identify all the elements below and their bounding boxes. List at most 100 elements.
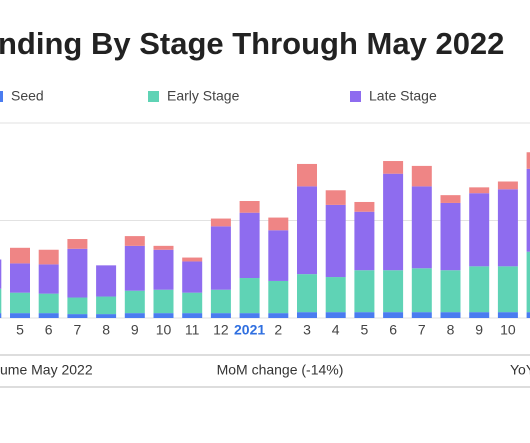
bar-segment	[297, 312, 317, 318]
bar-segment	[96, 265, 117, 297]
bar-segment	[354, 211, 375, 271]
bar-segment	[182, 313, 203, 318]
bar-segment	[383, 312, 404, 318]
bar-segment	[440, 312, 461, 318]
bar-segment	[124, 290, 145, 314]
bar-segment	[182, 292, 203, 314]
bar-segment	[0, 288, 2, 314]
bar-segment	[526, 251, 530, 313]
bar-segment	[526, 168, 530, 252]
bar-segment	[96, 296, 117, 315]
x-tick-label: 8	[102, 322, 110, 338]
bar-segment	[153, 289, 174, 314]
chart-title: nding By Stage Through May 2022	[0, 26, 504, 61]
bar-segment	[210, 313, 231, 318]
bar-segment	[440, 202, 461, 271]
legend-label: Seed	[11, 88, 44, 104]
bar-segment	[469, 193, 490, 267]
x-tick-label: 2021	[234, 322, 265, 338]
x-tick-label: 12	[213, 322, 229, 338]
legend-swatch	[0, 91, 3, 102]
bar-segment	[153, 313, 174, 318]
bar-segment	[239, 201, 260, 213]
bar-segment	[411, 268, 432, 313]
bar-segment	[10, 247, 30, 264]
bar-segment	[383, 161, 404, 174]
bar-segment	[497, 312, 518, 318]
bar-segment	[10, 292, 30, 314]
bar-segment	[354, 201, 375, 212]
footer-left: ume May 2022	[0, 362, 93, 378]
bar-segment	[411, 312, 432, 318]
bar-segment	[38, 293, 59, 314]
bar-segment	[124, 313, 145, 318]
bar-segment	[526, 152, 530, 169]
bar-segment	[239, 278, 260, 314]
bar-segment	[210, 289, 231, 314]
x-tick-label: 10	[500, 322, 516, 338]
bar-segment	[268, 230, 289, 281]
x-tick-label: 9	[131, 322, 139, 338]
bar-segment	[153, 245, 174, 250]
bar-segment	[325, 204, 346, 278]
bar-segment	[182, 257, 203, 262]
bar-segment	[497, 266, 518, 313]
bar-segment	[67, 248, 88, 298]
bar-segment	[325, 277, 346, 313]
bar-segment	[297, 163, 317, 187]
bar-segment	[440, 270, 461, 313]
x-tick-label: 11	[185, 322, 200, 338]
bar-segment	[67, 314, 88, 318]
bar-segment	[0, 259, 2, 289]
x-tick-label: 8	[447, 322, 455, 338]
bar-segment	[38, 249, 59, 265]
x-tick-label: 5	[361, 322, 369, 338]
bar-segment	[239, 313, 260, 318]
legend-label: Late Stage	[369, 88, 437, 104]
x-tick-label: 3	[303, 322, 311, 338]
bar-segment	[411, 186, 432, 269]
bar-segment	[297, 186, 317, 275]
bar-segment	[67, 297, 88, 315]
bar-segment	[469, 187, 490, 194]
legend-swatch	[350, 91, 361, 102]
bar-segment	[124, 236, 145, 246]
legend-swatch	[148, 91, 159, 102]
bar-segment	[124, 245, 145, 291]
bar-segment	[497, 189, 518, 267]
bar-segment	[354, 312, 375, 318]
bar-segment	[96, 314, 117, 318]
x-tick-label: 10	[156, 322, 172, 338]
bar-segment	[383, 270, 404, 313]
legend-label: Early Stage	[167, 88, 240, 104]
bar-segment	[239, 212, 260, 279]
bar-segment	[497, 181, 518, 190]
bar-segment	[268, 313, 289, 318]
bar-segment	[526, 312, 530, 318]
bar-segment	[38, 264, 59, 294]
bar-segment	[0, 313, 2, 318]
bar-segment	[210, 218, 231, 227]
bar-segment	[10, 313, 30, 318]
bar-segment	[325, 190, 346, 205]
x-tick-label: 2	[274, 322, 282, 338]
bar-segment	[268, 280, 289, 314]
bar-segment	[10, 263, 30, 293]
bar-segment	[354, 270, 375, 313]
bar-segment	[38, 313, 59, 318]
x-tick-label: 4	[332, 322, 340, 338]
x-tick-label: 6	[389, 322, 397, 338]
footer-center: MoM change (-14%)	[217, 362, 344, 378]
x-tick-label: 5	[16, 322, 24, 338]
bar-segment	[411, 165, 432, 187]
bar-segment	[469, 266, 490, 313]
bar-segment	[153, 249, 174, 290]
bar-segment	[440, 195, 461, 203]
bar-segment	[210, 226, 231, 290]
bar-segment	[67, 239, 88, 249]
bar-segment	[182, 261, 203, 293]
bar-segment	[325, 312, 346, 318]
x-tick-label: 9	[475, 322, 483, 338]
bar-segment	[469, 312, 490, 318]
